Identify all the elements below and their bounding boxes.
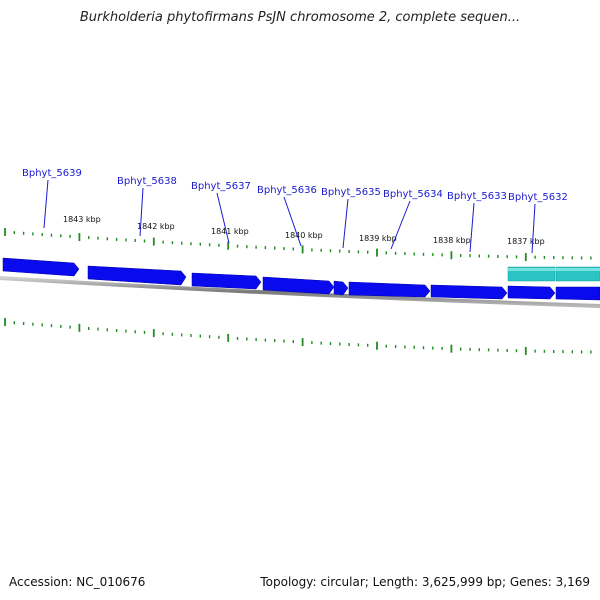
selected-gene-highlight	[508, 268, 600, 271]
gene-track	[2, 257, 600, 301]
gene-arrow[interactable]	[87, 265, 187, 286]
gene-arrow[interactable]	[262, 276, 335, 295]
scale-label-1840: 1840 kbp	[285, 231, 323, 240]
gene-label-bphyt-5632[interactable]: Bphyt_5632	[508, 192, 568, 203]
gene-label-bphyt-5637[interactable]: Bphyt_5637	[191, 181, 251, 192]
topology-summary: Topology: circular; Length: 3,625,999 bp…	[260, 575, 590, 589]
scale-label-1838: 1838 kbp	[433, 236, 471, 245]
gene-arrow[interactable]	[507, 285, 556, 300]
gene-arrow[interactable]	[555, 286, 600, 301]
scale-labels: 1843 kbp 1842 kbp 1841 kbp 1840 kbp 1839…	[63, 215, 545, 246]
gene-label-bphyt-5634[interactable]: Bphyt_5634	[383, 189, 443, 200]
gene-label-bphyt-5633[interactable]: Bphyt_5633	[447, 191, 507, 202]
scale-label-1843: 1843 kbp	[63, 215, 101, 224]
gene-arrow[interactable]	[333, 280, 349, 296]
upper-scale-ticks	[4, 228, 592, 262]
lower-scale-ticks	[4, 318, 592, 355]
scale-label-1841: 1841 kbp	[211, 227, 249, 236]
gene-leader-lines	[43, 179, 536, 254]
gene-label-bphyt-5636[interactable]: Bphyt_5636	[257, 185, 317, 196]
sequence-title: Burkholderia phytofirmans PsJN chromosom…	[79, 10, 521, 25]
scale-label-1842: 1842 kbp	[137, 222, 175, 231]
gene-labels: Bphyt_5639 Bphyt_5638 Bphyt_5637 Bphyt_5…	[22, 168, 568, 203]
genome-backbone	[0, 276, 600, 308]
gene-label-bphyt-5635[interactable]: Bphyt_5635	[321, 187, 381, 198]
gene-arrow[interactable]	[2, 257, 80, 277]
gene-arrow[interactable]	[348, 281, 431, 298]
gene-label-bphyt-5639[interactable]: Bphyt_5639	[22, 168, 82, 179]
gene-label-bphyt-5638[interactable]: Bphyt_5638	[117, 176, 177, 187]
scale-label-1839: 1839 kbp	[359, 234, 397, 243]
scale-label-1837: 1837 kbp	[507, 237, 545, 246]
accession-text: Accession: NC_010676	[9, 575, 146, 589]
gene-arrow[interactable]	[430, 284, 508, 300]
gene-arrow[interactable]	[191, 272, 262, 290]
